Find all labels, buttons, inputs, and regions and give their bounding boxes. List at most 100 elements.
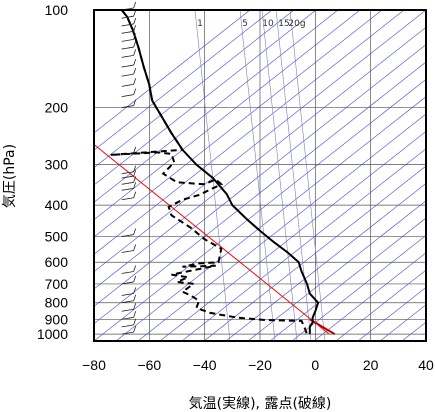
adiabat-line: [94, 10, 251, 134]
surface-parcel-segment: [309, 318, 336, 335]
wind-barb: [121, 54, 134, 58]
adiabat-line: [115, 96, 426, 341]
wind-barbs: [121, 1, 137, 335]
adiabat-line: [94, 26, 426, 290]
y-tick-label: 300: [45, 157, 69, 173]
y-tick-label: 600: [45, 254, 69, 270]
mixing-ratio-label: 5: [242, 19, 248, 29]
wind-barb-flag: [133, 58, 137, 66]
wind-barb-flag: [133, 182, 137, 189]
mixing-ratio-label: 1: [197, 19, 203, 29]
wind-barb: [121, 281, 134, 285]
wind-barb: [121, 187, 134, 191]
x-tick-label: −60: [137, 357, 161, 373]
y-tick-label: 800: [45, 295, 69, 311]
mixing-ratio-label: 10: [262, 19, 274, 29]
wind-barb: [121, 181, 134, 185]
wind-barb: [121, 15, 134, 19]
adiabat-line: [203, 165, 426, 341]
x-axis-title: 気温(実線), 露点(破線): [189, 396, 332, 412]
wind-barb-flag: [133, 10, 137, 17]
wind-barb: [121, 23, 134, 27]
mixing-ratio-line: [194, 10, 231, 341]
wind-barb: [121, 234, 134, 237]
red-reference-line: [94, 144, 330, 335]
wind-barb-flag: [133, 303, 137, 310]
adiabat-line: [137, 113, 426, 341]
wind-barb-flag: [133, 1, 137, 9]
wind-barb-flag: [133, 165, 137, 172]
wind-barb: [121, 94, 134, 97]
x-tick-label: 0: [311, 357, 319, 373]
y-tick-label: 100: [45, 2, 69, 18]
wind-barb: [121, 105, 134, 108]
wind-barb: [121, 39, 134, 42]
adiabat-line: [94, 10, 273, 151]
wind-barb-flag: [133, 33, 137, 40]
wind-barb-flag: [133, 294, 137, 301]
wind-barb: [121, 152, 134, 156]
wind-barb: [121, 316, 134, 320]
adiabat-line: [335, 269, 426, 341]
wind-barb-flag: [133, 275, 137, 283]
wind-barb: [121, 171, 134, 175]
x-tick-label: −20: [248, 357, 272, 373]
wind-barb: [121, 30, 134, 34]
wind-barb: [121, 271, 134, 274]
adiabat-line: [94, 61, 426, 325]
y-tick-label: 500: [45, 229, 69, 245]
x-tick-labels: −80 −60 −40 −20 0 20 40: [82, 357, 434, 373]
wind-barb: [121, 197, 134, 201]
wind-barb-flag: [133, 244, 137, 251]
y-tick-label: 200: [45, 100, 69, 116]
wind-barb: [121, 293, 134, 296]
y-tick-label: 1000: [37, 326, 68, 342]
adiabat-line: [181, 148, 426, 341]
adiabat-line: [94, 10, 361, 221]
wind-barb-flag: [133, 326, 137, 333]
wind-barb-flag: [133, 176, 137, 183]
adiabat-line: [225, 182, 426, 341]
adiabat-line: [313, 252, 426, 341]
adiabat-line: [94, 78, 426, 341]
wind-barb: [121, 250, 134, 253]
mixing-ratio-label: 20g: [288, 19, 305, 29]
y-tick-label: 900: [45, 311, 69, 327]
wind-barb-flag: [133, 49, 137, 56]
adiabat-line: [291, 235, 426, 341]
mixing-ratio-line: [275, 10, 312, 341]
wind-barb: [121, 83, 134, 87]
adiabat-line: [94, 10, 295, 169]
wind-barb: [121, 308, 134, 312]
adiabat-line: [94, 44, 426, 307]
wind-barb-flag: [133, 40, 137, 48]
wind-barb: [121, 73, 134, 77]
adiabat-line: [94, 10, 383, 238]
adiabat-line: [94, 10, 405, 255]
wind-barb-flag: [133, 68, 137, 75]
wind-barb-flag: [133, 88, 137, 95]
wind-barb-flag: [133, 191, 137, 198]
wind-barb: [121, 324, 134, 328]
wind-barb-flag: [133, 228, 137, 235]
x-tick-label: −40: [193, 357, 217, 373]
wind-barb-flag: [133, 169, 137, 177]
wind-barb: [121, 300, 134, 304]
mixing-ratio-line: [261, 10, 298, 341]
wind-barb: [121, 175, 134, 179]
wind-barb-flag: [133, 25, 137, 32]
adiabat-line: [247, 200, 426, 341]
x-tick-label: 20: [363, 357, 379, 373]
y-tick-label: 700: [45, 276, 69, 292]
y-axis-title: 気圧(hPa): [2, 144, 18, 208]
plot-frame: [93, 9, 427, 342]
mixing-ratio-line: [289, 10, 326, 341]
wind-barb-flag: [133, 78, 137, 85]
mixing-ratio-label: 15: [278, 19, 289, 29]
adiabat-lines: [94, 10, 426, 341]
adiabat-line: [269, 217, 426, 341]
wind-barb: [121, 64, 134, 68]
adiabat-line: [94, 10, 426, 273]
